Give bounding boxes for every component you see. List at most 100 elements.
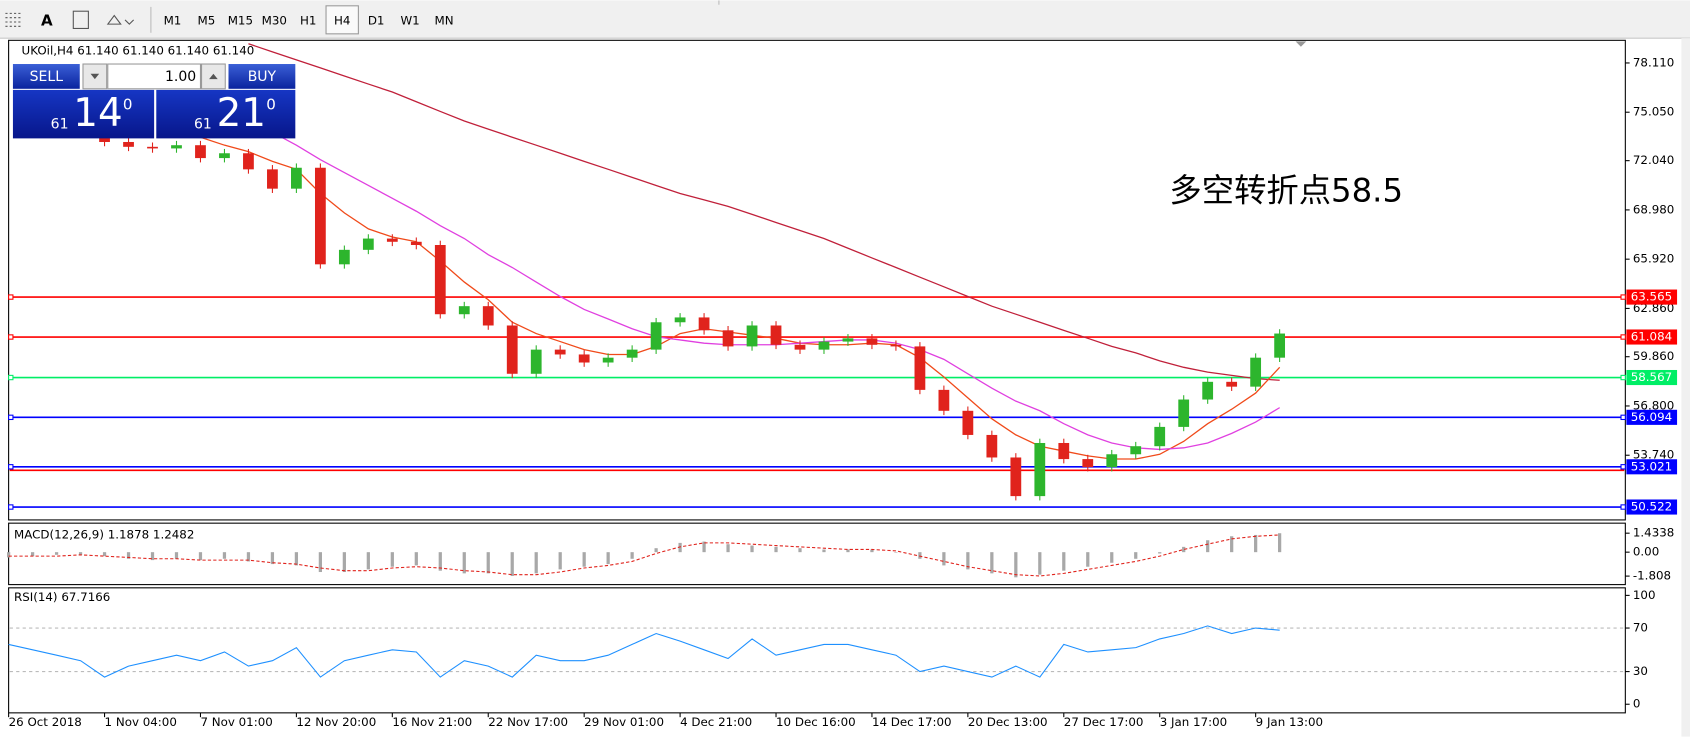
macd-bar <box>1014 552 1018 578</box>
macd-bar <box>798 548 802 553</box>
macd-bar <box>942 552 946 566</box>
rsi-tick-label: 30 <box>1633 664 1648 678</box>
candle <box>794 344 806 350</box>
sell-button[interactable] <box>12 64 80 89</box>
macd-bar <box>270 552 275 565</box>
macd-bar <box>822 549 826 553</box>
y-tick-label: 72.040 <box>1633 153 1674 167</box>
level-anchor <box>1620 374 1626 381</box>
candle <box>362 238 374 250</box>
timeframe-button[interactable]: H1 <box>300 13 316 27</box>
level-label-box <box>1626 499 1678 515</box>
rsi-tick-label: 70 <box>1633 621 1648 635</box>
candle <box>314 167 326 265</box>
candle <box>338 249 350 265</box>
candle <box>1106 454 1118 468</box>
y-tick-label: 68.980 <box>1633 202 1674 216</box>
macd-bar <box>438 552 442 571</box>
candle <box>506 325 518 374</box>
candle <box>746 325 758 347</box>
buy-button[interactable] <box>228 64 296 89</box>
timeframe-button[interactable]: M15 <box>228 13 253 27</box>
arrow-down <box>90 73 100 80</box>
text-tool-icon[interactable]: A <box>41 11 53 29</box>
buy-label[interactable]: BUY <box>248 69 277 85</box>
sell-label[interactable]: SELL <box>30 69 64 85</box>
x-tick-label: 14 Dec 17:00 <box>872 715 952 729</box>
price-plot <box>9 43 1625 508</box>
y-tick-label: 53.740 <box>1633 448 1674 462</box>
x-tick-label: 26 Oct 2018 <box>9 715 82 729</box>
sell-price-box[interactable] <box>12 89 155 139</box>
macd-bar <box>1206 540 1210 553</box>
label-tool-icon[interactable] <box>72 10 89 29</box>
macd-bar <box>870 549 874 553</box>
lot-input[interactable] <box>107 63 202 90</box>
x-tick-label: 22 Nov 17:00 <box>488 715 568 729</box>
macd-signal <box>8 534 1280 577</box>
macd-bar <box>654 548 658 553</box>
level-anchor <box>1620 464 1626 470</box>
macd-bar <box>1230 536 1234 553</box>
level-anchor <box>8 504 14 510</box>
macd-bar <box>126 552 131 559</box>
timeframe-button[interactable]: D1 <box>368 13 385 27</box>
macd-title: MACD(12,26,9) 1.1878 1.2482 <box>14 528 194 542</box>
macd-bar <box>102 552 107 557</box>
timeframe-button[interactable]: W1 <box>400 13 419 27</box>
level-label-box <box>1626 409 1678 425</box>
candle <box>554 349 566 355</box>
candle <box>650 322 662 350</box>
timeframe-button[interactable]: M1 <box>164 13 182 27</box>
moving-average <box>200 136 1281 460</box>
symbol-header: UKOil,H4 61.140 61.140 61.140 61.140 <box>22 44 255 58</box>
macd-bar <box>966 552 970 570</box>
level-anchor <box>1620 504 1626 510</box>
macd-bar <box>1110 552 1114 563</box>
candle <box>866 338 878 345</box>
scrollbar <box>1681 38 1690 737</box>
macd-bar <box>990 552 994 574</box>
y-tick-label: 59.860 <box>1633 349 1674 363</box>
candle <box>219 153 230 159</box>
moving-average <box>248 118 1281 451</box>
macd-bar <box>510 552 514 576</box>
candle <box>530 349 542 374</box>
macd-bar <box>918 552 922 559</box>
timeframe-button[interactable]: M5 <box>198 13 216 27</box>
x-tick-label: 4 Dec 21:00 <box>680 715 752 729</box>
trade-panel: SELL 1.00 BUY 61 14 0 61 21 0 <box>12 63 296 139</box>
timeframe-button[interactable]: MN <box>435 13 454 27</box>
macd-bar <box>630 552 634 559</box>
macd-tick-label: -1.808 <box>1633 569 1671 583</box>
shapes-tool-icon[interactable] <box>106 14 135 25</box>
x-tick-label: 12 Nov 20:00 <box>296 715 376 729</box>
buy-price-box[interactable] <box>156 89 296 139</box>
candle <box>243 153 254 170</box>
candle <box>842 338 854 342</box>
level-label: 63.565 <box>1631 290 1672 304</box>
candle <box>914 346 926 390</box>
arrow-up <box>209 73 218 80</box>
macd-pane <box>8 522 1626 586</box>
candle <box>1250 357 1262 387</box>
level-label: 58.567 <box>1631 370 1672 384</box>
macd-bar <box>726 544 730 553</box>
candle <box>986 434 998 458</box>
candle <box>195 145 206 159</box>
candle <box>698 317 710 331</box>
timeframe-button[interactable]: M30 <box>262 13 287 27</box>
level-label: 61.084 <box>1631 330 1672 344</box>
candle <box>410 241 422 246</box>
macd-bar <box>1134 552 1138 559</box>
candle <box>890 344 902 347</box>
level-anchor <box>8 464 14 470</box>
macd-bar <box>246 552 251 562</box>
x-tick-label: 16 Nov 21:00 <box>392 715 472 729</box>
sell-price-big: 61 <box>51 116 69 132</box>
macd-bar <box>462 552 466 574</box>
macd-bar <box>750 545 754 553</box>
rsi-tick-label: 100 <box>1633 588 1656 602</box>
timeframe-button[interactable]: H4 <box>334 13 350 27</box>
